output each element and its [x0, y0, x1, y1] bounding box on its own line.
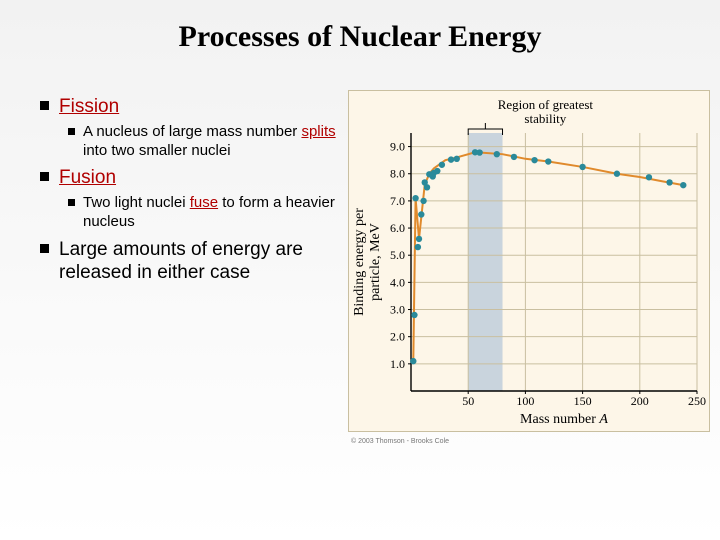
text: Two light nuclei	[83, 194, 190, 211]
svg-text:150: 150	[574, 394, 592, 408]
bullet-large-energy: Large amounts of energy are released in …	[59, 238, 340, 286]
svg-text:9.0: 9.0	[390, 140, 405, 154]
svg-text:Mass number A: Mass number A	[520, 412, 608, 427]
svg-text:200: 200	[631, 394, 649, 408]
bullet-icon	[68, 128, 75, 135]
svg-text:7.0: 7.0	[390, 194, 405, 208]
bullet-icon	[68, 199, 75, 206]
text-em: splits	[301, 123, 335, 140]
svg-text:1.0: 1.0	[390, 357, 405, 371]
bullet-fusion: Fusion	[59, 166, 116, 190]
svg-text:50: 50	[462, 394, 474, 408]
bullet-fission: Fission	[59, 95, 119, 119]
bullet-fission-sub: A nucleus of large mass number splits in…	[83, 123, 340, 161]
content-block: Fission A nucleus of large mass number s…	[40, 95, 340, 291]
copyright-label: © 2003 Thomson - Brooks Cole	[351, 438, 449, 445]
svg-text:Region of greatest: Region of greatest	[498, 97, 594, 112]
text-em: fuse	[190, 194, 218, 211]
bullet-fusion-sub: Two light nuclei fuse to form a heavier …	[83, 194, 340, 232]
svg-text:8.0: 8.0	[390, 167, 405, 181]
svg-text:6.0: 6.0	[390, 221, 405, 235]
binding-energy-chart: 1.0 2.0 3.0 4.0 5.0 6.0 7.0 8.0 9.0 50 100 150 200 25…	[348, 90, 710, 432]
svg-text:Binding energy perparticle, Me: Binding energy perparticle, MeV	[352, 208, 383, 316]
text: into two smaller nuclei	[83, 142, 231, 159]
svg-text:100: 100	[516, 394, 534, 408]
chart-svg: 1.0 2.0 3.0 4.0 5.0 6.0 7.0 8.0 9.0 50 100 150 200 25…	[349, 91, 709, 431]
svg-text:3.0: 3.0	[390, 303, 405, 317]
bullet-icon	[40, 244, 49, 253]
page-title: Processes of Nuclear Energy	[0, 20, 720, 54]
svg-text:250: 250	[688, 394, 706, 408]
svg-text:2.0: 2.0	[390, 330, 405, 344]
svg-text:5.0: 5.0	[390, 248, 405, 262]
slide: Processes of Nuclear Energy Fission A nu…	[0, 0, 720, 540]
svg-text:stability: stability	[524, 111, 566, 126]
bullet-icon	[40, 172, 49, 181]
text: A nucleus of large mass number	[83, 123, 301, 140]
svg-text:4.0: 4.0	[390, 275, 405, 289]
bullet-icon	[40, 101, 49, 110]
